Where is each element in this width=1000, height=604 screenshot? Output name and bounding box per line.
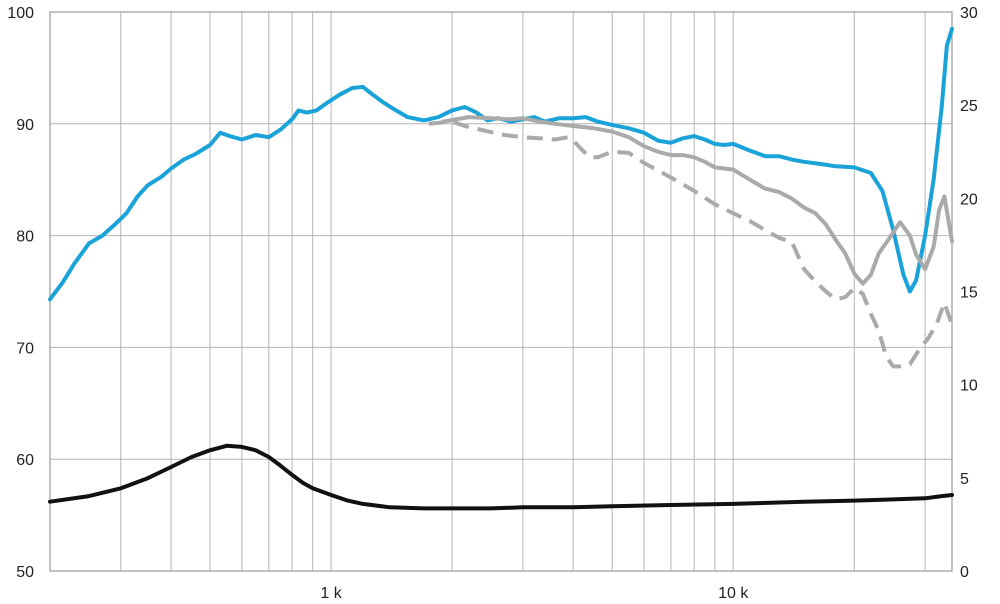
series-line-1: [48, 26, 954, 302]
series-line-3: [428, 119, 954, 369]
y2-tick-label: 5: [960, 471, 969, 488]
x-tick-label: 10 k: [718, 585, 749, 602]
grid-lines: [50, 12, 952, 571]
y2-tick-label: 0: [960, 564, 969, 581]
x-tick-label: 1 k: [320, 585, 342, 602]
y-tick-label: 90: [16, 117, 34, 134]
y2-tick-label: 30: [960, 5, 978, 22]
series-line-4: [48, 443, 954, 511]
tick-labels: 50 60 70 80 90 100 0 5 10 15 20 25 30 1 k 10 k: [7, 5, 978, 602]
plot-frame: [49, 11, 953, 572]
series-group: [48, 26, 954, 511]
y2-tick-label: 10: [960, 378, 978, 395]
y-tick-label: 80: [16, 229, 34, 246]
y-tick-label: 100: [7, 5, 34, 22]
y2-tick-label: 20: [960, 191, 978, 208]
y2-tick-label: 15: [960, 285, 978, 302]
y-tick-label: 70: [16, 340, 34, 357]
y-tick-label: 50: [16, 564, 34, 581]
y2-tick-label: 25: [960, 98, 978, 115]
y-tick-label: 60: [16, 452, 34, 469]
series-line-2: [441, 115, 954, 286]
